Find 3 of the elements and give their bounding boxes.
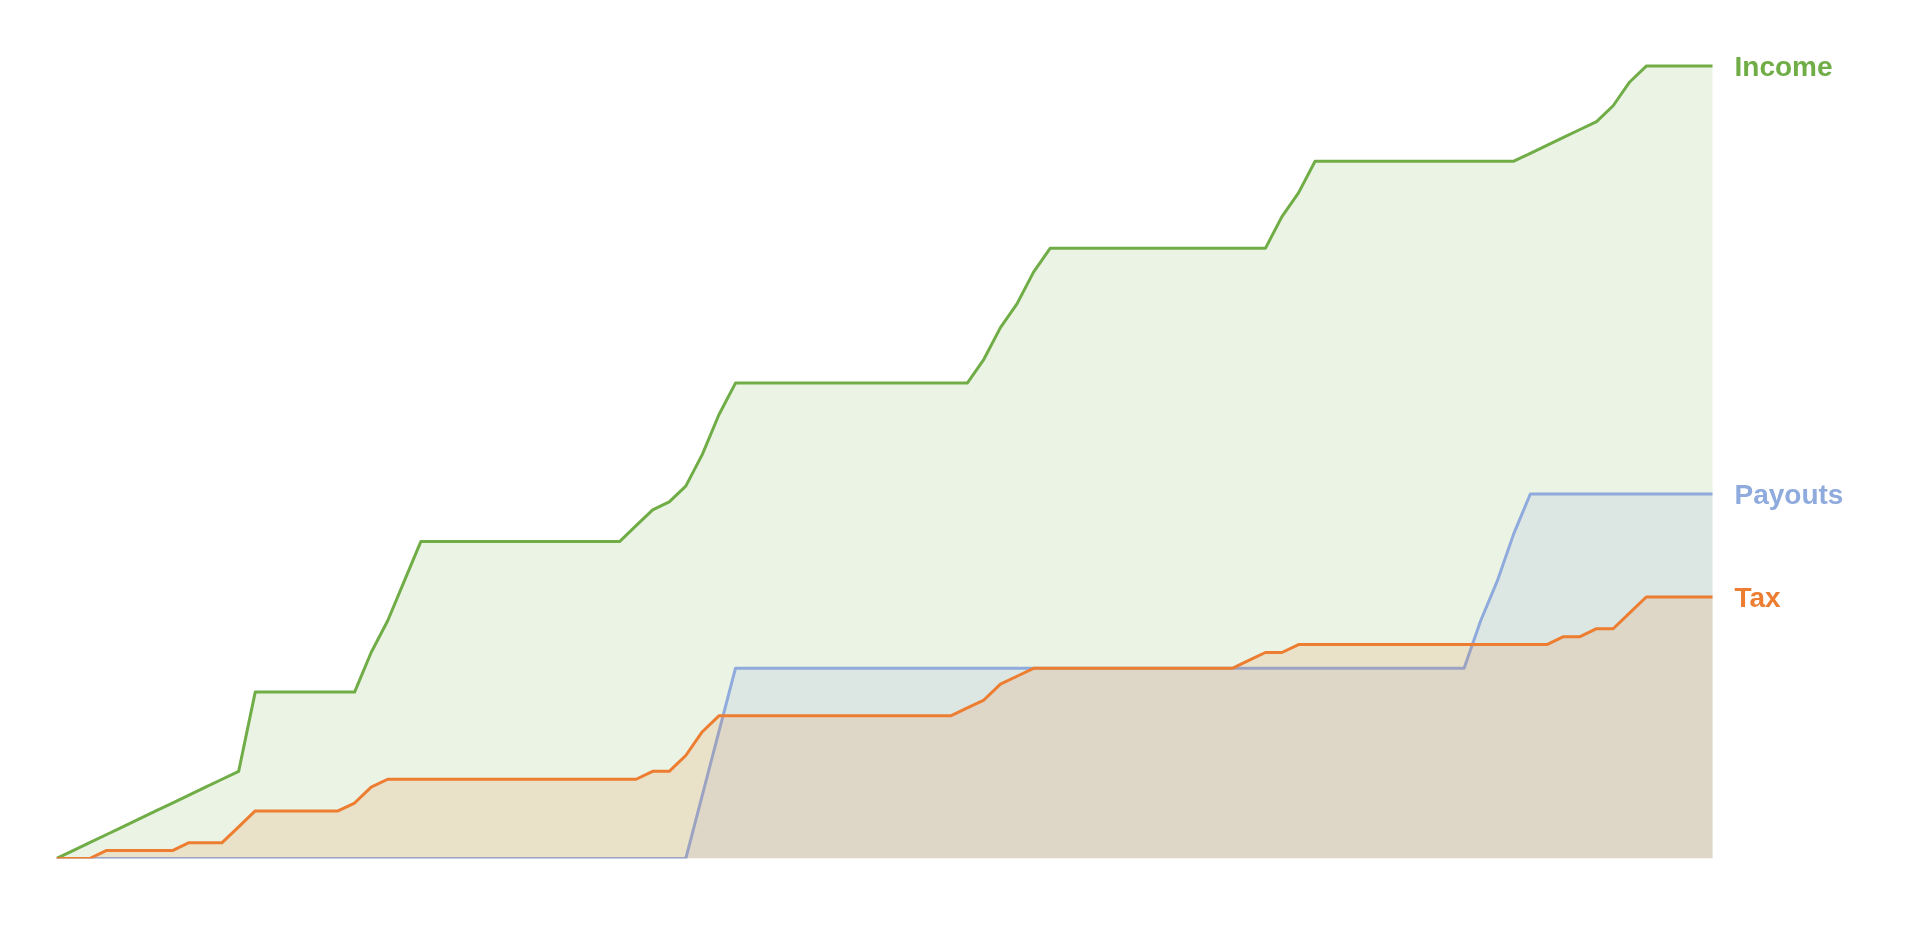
series-label: Income — [1734, 50, 1833, 82]
series-label: Tax — [1734, 581, 1782, 613]
series-label: Payouts — [1734, 478, 1844, 510]
